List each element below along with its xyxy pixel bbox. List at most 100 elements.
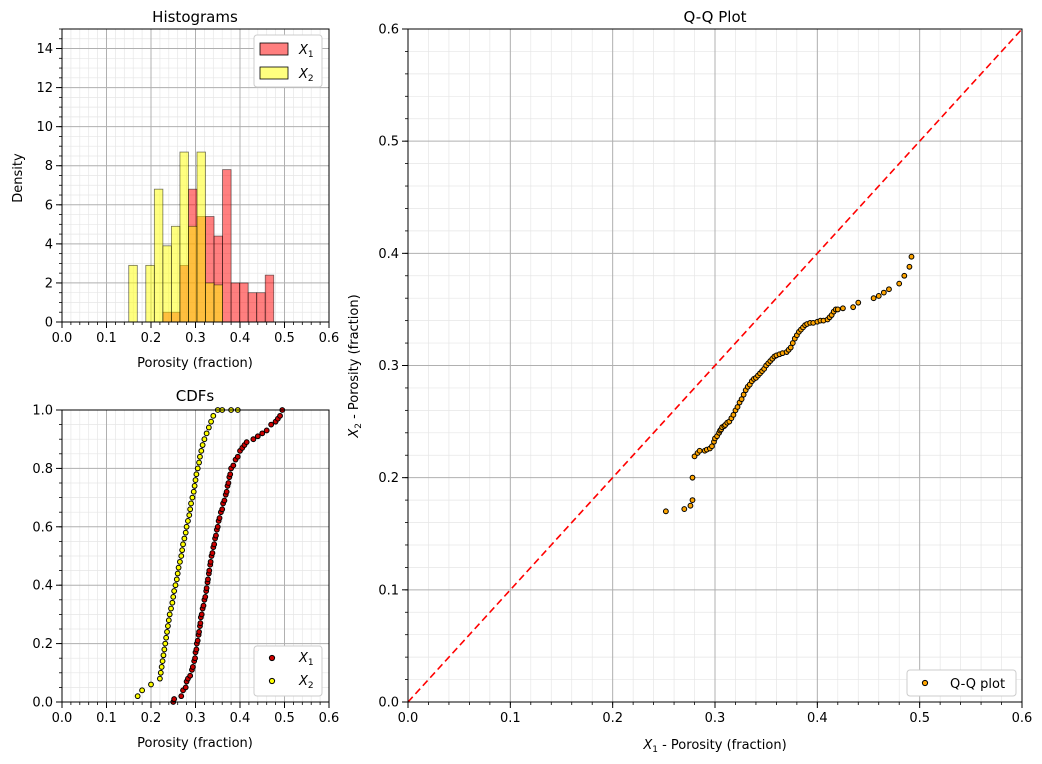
cdf-point-x2 (190, 488, 197, 495)
cdf-point-x1 (196, 629, 202, 635)
qq-xlabel: X1 - Porosity (fraction) (642, 738, 786, 755)
cdf-point-x2 (172, 582, 179, 589)
histogram-tick-label-x: 0.5 (274, 331, 295, 346)
cdf-point-x1 (194, 637, 201, 644)
cdf-point-x2 (210, 412, 217, 419)
cdf-tick-label-y: 1.0 (32, 404, 53, 419)
qq-tick-label-x: 0.3 (705, 711, 726, 726)
cdf-point-x2 (194, 465, 201, 472)
cdf-tick-label-x: 0.4 (230, 711, 251, 726)
qq-point (689, 497, 696, 504)
cdf-point-x1 (198, 611, 205, 618)
legend-label-x1-sub: 1 (308, 50, 314, 60)
qq-point (906, 263, 913, 270)
qq-point (689, 474, 696, 481)
histogram-bar-x2 (196, 151, 206, 323)
qq-point (908, 253, 915, 260)
cdf-point-x1 (254, 433, 261, 440)
qq-xlabel-main: X (642, 738, 653, 753)
qq-point (687, 502, 694, 509)
histogram-bar-x2 (205, 282, 215, 323)
legend-label-x2-sub: 2 (308, 74, 314, 84)
cdf-point-x2 (183, 523, 190, 530)
cdf-point-x1 (214, 523, 221, 530)
cdf-point-x1 (202, 593, 209, 600)
cdf-point-x1 (216, 515, 223, 521)
cdf-point-x2 (189, 494, 196, 501)
cdf-point-x2 (188, 500, 194, 507)
histogram-bar-x1 (222, 169, 232, 323)
qq-point (855, 299, 862, 306)
cdf-point-x1 (205, 576, 211, 583)
cdf-point-x1 (171, 696, 178, 702)
histogram-bar-x1 (230, 282, 241, 323)
cdf-point-x2 (158, 664, 165, 670)
histogram-tick-label-y: 14 (36, 42, 53, 57)
cdf-point-x2 (134, 693, 141, 700)
cdf-point-x1 (193, 646, 200, 653)
cdf-xlabel: Porosity (fraction) (137, 736, 253, 751)
cdf-tick-label-y: 0.8 (32, 462, 53, 477)
cdf-point-x1 (192, 655, 198, 662)
cdf-tick-label-x: 0.3 (185, 711, 206, 726)
cdf-point-x2 (173, 576, 180, 583)
histogram-tick-label-x: 0.6 (319, 331, 340, 346)
qq-ticks: 0.0 0.1 0.2 0.3 0.4 0.5 0.6 0.0 0.1 0.2 0.3 0.4 0.5 0… (378, 23, 1032, 727)
cdf-point-x2 (181, 535, 188, 542)
histogram-tick-label-x: 0.3 (185, 331, 206, 346)
legend-label-x2: X2 (298, 67, 314, 84)
cdf-point-x2 (203, 430, 210, 437)
cdf-legend: X1 X2 (253, 645, 323, 697)
cdf-point-x1 (268, 421, 275, 428)
histogram-bar-x2 (188, 225, 198, 323)
legend-label-x1-main: X (298, 43, 309, 58)
cdf-legend-label-x2: X2 (298, 674, 314, 691)
qq-tick-label-x: 0.5 (909, 711, 930, 726)
cdf-legend-marker-x1 (268, 654, 276, 662)
cdf-point-x2 (139, 687, 146, 694)
cdf-point-x1 (263, 427, 270, 434)
qq-point (840, 305, 846, 312)
qq-point (734, 404, 741, 410)
qq-legend-label: Q-Q plot (950, 677, 1005, 692)
qq-legend-marker (921, 679, 929, 687)
cdf-point-x2 (191, 483, 198, 489)
cdf-tick-label-y: 0.6 (32, 520, 53, 535)
cdf-legend-label-x1-main: X (298, 651, 309, 666)
cdf-legend-label-x2-sub: 2 (308, 681, 314, 691)
histogram-tick-label-y: 4 (45, 237, 53, 252)
cdf-tick-label-x: 0.2 (141, 711, 162, 726)
qq-point (886, 286, 892, 293)
histogram-bar-x2 (153, 188, 164, 323)
cdf-point-x1 (223, 488, 230, 495)
cdf-legend-label-x1: X1 (298, 651, 314, 668)
cdf-point-x2 (196, 459, 202, 466)
histogram-tick-label-y: 2 (45, 276, 53, 291)
cdf-point-x2 (180, 541, 186, 548)
cdf-point-x2 (193, 471, 200, 478)
qq-tick-label-y: 0.4 (378, 247, 399, 262)
qq-point (875, 293, 882, 299)
cdf-point-x2 (208, 418, 214, 425)
qq-point (850, 304, 857, 311)
qq-point (901, 272, 908, 279)
legend-label-x1: X1 (298, 43, 314, 60)
legend-label-x2-main: X (298, 67, 309, 82)
histogram-bar-x2 (213, 284, 223, 323)
qq-point (709, 443, 715, 450)
cdf-legend-marker-x2 (268, 677, 276, 685)
cdf-point-x2 (162, 640, 169, 647)
cdf-point-x1 (219, 506, 226, 513)
cdf-point-x2 (175, 564, 182, 571)
qq-ylabel: X2 - Porosity (fraction) (347, 294, 364, 438)
qq-tick-label-y: 0.1 (378, 583, 399, 598)
cdf-point-x1 (209, 550, 216, 556)
qq-point (870, 295, 877, 302)
qq-tick-label-y: 0.6 (378, 23, 399, 38)
qq-point (789, 340, 796, 346)
cdf-point-x2 (148, 681, 154, 688)
histogram-tick-label-y: 0 (45, 316, 53, 331)
qq-point (787, 344, 794, 351)
